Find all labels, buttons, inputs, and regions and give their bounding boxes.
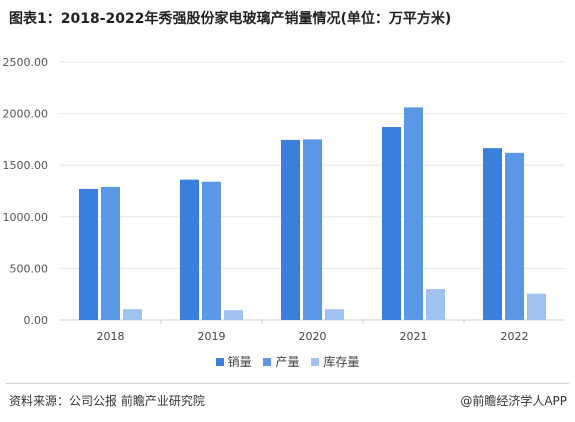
bar-chart: 0.00 500.00 1000.00 1500.00 2000.00 2500.00 20…: [3, 56, 565, 343]
legend-swatch-sales: [215, 358, 224, 366]
bar-inventory: [325, 309, 344, 320]
legend-item-inventory: 库存量: [311, 353, 359, 370]
bar-inventory: [123, 309, 142, 320]
bar-sales: [79, 188, 98, 320]
chart-title: 图表1：2018-2022年秀强股份家电玻璃产销量情况(单位：万平方米): [9, 11, 452, 27]
y-tick-label: 2500.00: [3, 56, 49, 69]
legend-label-sales: 销量: [227, 355, 252, 369]
bar-sales: [281, 139, 300, 320]
legend-swatch-inventory: [311, 358, 320, 366]
bar-inventory: [426, 289, 445, 320]
brand-label: @前瞻经济学人APP: [460, 394, 567, 408]
chart-legend: 销量 产量 库存量: [0, 353, 575, 370]
bar-production: [303, 139, 322, 320]
y-tick-label: 1500.00: [3, 159, 49, 172]
y-tick-label: 500.00: [10, 262, 49, 275]
y-tick-label: 1000.00: [3, 211, 49, 224]
footer-divider: [6, 383, 569, 384]
x-tick-label: 2020: [299, 330, 327, 343]
legend-swatch-production: [263, 358, 272, 366]
x-tick-label: 2019: [198, 330, 226, 343]
legend-item-production: 产量: [263, 353, 300, 370]
bar-production: [404, 107, 423, 321]
bar-inventory: [224, 310, 243, 320]
bar-sales: [483, 148, 502, 320]
legend-item-sales: 销量: [215, 353, 252, 370]
bar-production: [101, 186, 120, 320]
x-tick-label: 2018: [97, 330, 125, 343]
bar-production: [505, 152, 524, 320]
source-note: 资料来源：公司公报 前瞻产业研究院: [9, 394, 205, 408]
bar-sales: [382, 127, 401, 321]
y-tick-label: 0.00: [24, 314, 49, 327]
y-tick-label: 2000.00: [3, 108, 49, 121]
x-tick-label: 2021: [400, 330, 428, 343]
bar-production: [202, 181, 221, 320]
bar-sales: [180, 179, 199, 320]
legend-label-production: 产量: [275, 355, 300, 369]
legend-label-inventory: 库存量: [323, 355, 360, 369]
bar-inventory: [527, 293, 546, 320]
x-tick-label: 2022: [501, 330, 529, 343]
